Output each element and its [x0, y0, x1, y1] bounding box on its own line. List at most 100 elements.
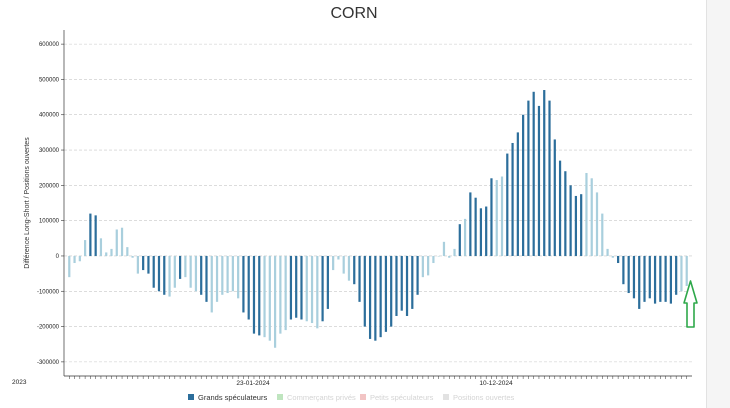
- bar: [120, 227, 124, 256]
- y-tick-label: 0: [56, 254, 60, 260]
- bar: [432, 255, 435, 264]
- chart: CORN Différence Long-Short / Positions o…: [12, 5, 698, 402]
- bar: [532, 91, 535, 256]
- up-arrow-icon: [683, 280, 698, 328]
- bar: [215, 255, 219, 302]
- bar: [685, 255, 688, 286]
- bar: [142, 255, 145, 271]
- y-tick-label: 300000: [39, 148, 60, 154]
- bar: [173, 255, 176, 288]
- bar: [353, 255, 356, 285]
- bar: [638, 255, 641, 309]
- bar: [627, 255, 630, 294]
- bar: [522, 114, 525, 256]
- bar: [321, 255, 324, 322]
- bar: [527, 100, 530, 256]
- bar: [675, 255, 678, 295]
- legend-swatch[interactable]: [188, 394, 194, 400]
- bar: [453, 248, 456, 256]
- y-tick-label: 100000: [39, 219, 60, 225]
- bar: [316, 255, 319, 329]
- bar: [669, 255, 672, 304]
- bar: [368, 255, 372, 339]
- bar: [89, 213, 92, 256]
- legend-swatch[interactable]: [360, 394, 366, 400]
- y-tick-label: 200000: [39, 183, 60, 189]
- bar: [221, 255, 224, 295]
- bar: [379, 255, 382, 338]
- legend: Grands spéculateurs Commerçants privés Pet…: [188, 393, 515, 402]
- bar: [168, 255, 171, 297]
- bar: [332, 255, 335, 271]
- bar: [242, 255, 245, 313]
- bar: [305, 255, 308, 322]
- bar: [273, 255, 277, 348]
- y-tick-label: -100000: [37, 289, 60, 295]
- bar: [585, 172, 588, 256]
- bar: [374, 255, 377, 341]
- bar: [490, 178, 493, 256]
- bar: [390, 255, 393, 327]
- bar: [580, 194, 583, 256]
- bar: [105, 252, 108, 256]
- bar: [511, 142, 514, 256]
- bar: [479, 208, 483, 256]
- bar: [400, 255, 403, 311]
- bar: [537, 105, 541, 256]
- legend-item-label[interactable]: Positions ouvertes: [453, 393, 515, 402]
- bar: [384, 255, 388, 332]
- bar: [358, 255, 361, 302]
- legend-item-label[interactable]: Petits spéculateurs: [370, 393, 434, 402]
- bar: [574, 195, 578, 256]
- legend-swatch[interactable]: [443, 394, 449, 400]
- chart-title: CORN: [330, 5, 377, 22]
- x-label-mid2: 10-12-2024: [479, 380, 513, 387]
- bar: [569, 185, 572, 256]
- bar: [268, 255, 271, 341]
- bar: [553, 139, 556, 256]
- legend-item-label[interactable]: Grands spéculateurs: [198, 393, 267, 402]
- bar: [427, 255, 430, 276]
- bar: [310, 255, 314, 324]
- bar: [463, 218, 467, 256]
- bar: [595, 192, 599, 256]
- bar: [622, 255, 625, 285]
- bar: [115, 229, 118, 256]
- bar: [237, 255, 240, 299]
- bar: [194, 255, 198, 292]
- legend-swatch[interactable]: [277, 394, 283, 400]
- x-label-mid1: 23-01-2024: [236, 380, 270, 387]
- bar: [558, 160, 562, 256]
- bar: [326, 255, 329, 309]
- y-tick-labels: 600000 500000 400000 300000 200000 100000 0 -10…: [37, 42, 64, 366]
- bar: [295, 255, 298, 318]
- bar: [131, 255, 134, 258]
- bar: [126, 247, 129, 256]
- bar: [632, 255, 636, 299]
- bar: [258, 255, 261, 336]
- bar: [263, 255, 266, 338]
- bar: [485, 206, 488, 256]
- y-tick-label: 600000: [39, 42, 60, 48]
- bar: [500, 176, 504, 256]
- bar: [458, 224, 461, 256]
- bar: [405, 255, 409, 316]
- bar: [226, 255, 229, 294]
- bar: [136, 255, 139, 274]
- bar: [411, 255, 414, 309]
- bar: [564, 171, 567, 256]
- bar: [284, 255, 287, 331]
- y-axis-label: Différence Long-Short / Positions ouvert…: [24, 137, 31, 269]
- side-panel: [706, 0, 730, 408]
- bar: [421, 255, 424, 278]
- bar: [474, 197, 477, 256]
- bar: [643, 255, 646, 302]
- legend-item-label[interactable]: Commerçants privés: [287, 393, 356, 402]
- bar: [347, 255, 351, 281]
- bar: [252, 255, 256, 334]
- bar: [152, 255, 155, 288]
- bars: [68, 90, 688, 348]
- bar: [442, 241, 446, 256]
- bar: [395, 255, 398, 316]
- bar: [231, 255, 234, 292]
